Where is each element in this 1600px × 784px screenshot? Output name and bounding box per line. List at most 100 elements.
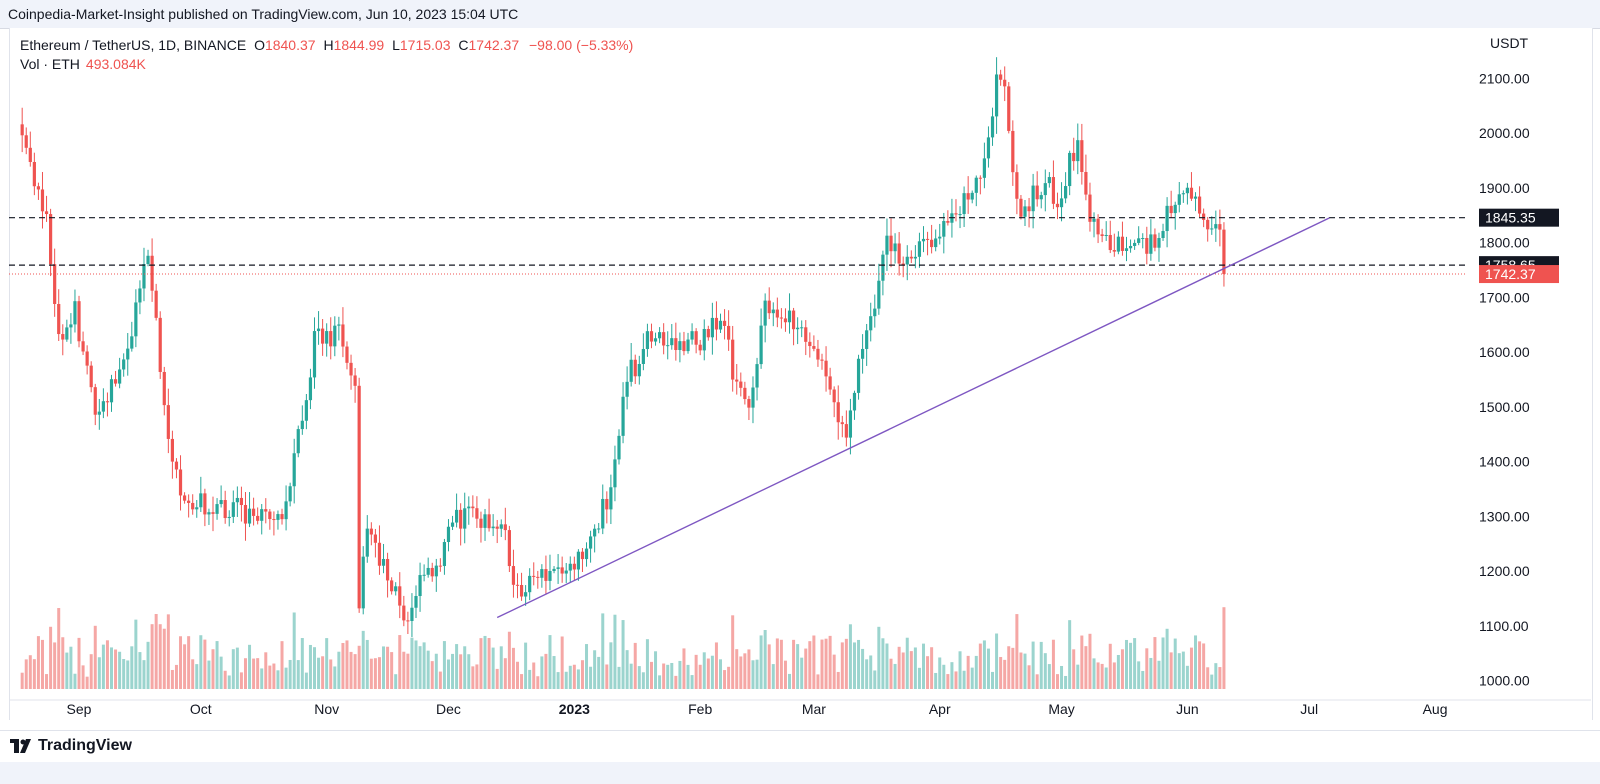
candle-body [316,328,321,332]
candle-body [373,534,377,543]
candle-body [893,243,897,252]
candle-body [747,399,751,408]
symbol-label[interactable]: Ethereum / TetherUS, 1D, BINANCE [20,37,247,53]
volume-bar [227,675,231,689]
volume-bar [426,650,430,689]
candle-body [1007,86,1011,131]
volume-bar [455,644,459,689]
x-tick-label: Jun [1176,701,1199,717]
volume-bar [32,659,36,689]
y-tick-label: 2100.00 [1479,70,1530,86]
candle-body [503,524,507,531]
y-tick-label: 1400.00 [1479,454,1530,470]
candle-body [666,345,670,347]
price-chart[interactable]: 1000.00 1100.00 1200.00 1300.00 1400.00 1500.… [9,28,1591,720]
candle-body [804,327,808,342]
volume-bar [832,654,836,689]
candle-body [479,518,483,528]
candle-body [917,241,922,257]
candle-body [252,508,256,516]
candle-body [467,506,471,509]
volume-bar [1076,664,1080,689]
tradingview-logo[interactable]: TradingView [10,737,132,755]
candle-body [406,620,410,622]
volume-bar [1194,635,1198,689]
candle-body [361,556,365,609]
candle-body [93,387,97,415]
volume-bar [179,636,183,689]
volume-bar [1080,635,1084,689]
volume-bar [296,660,300,689]
volume-bar [735,649,739,689]
volume-bar [292,612,296,689]
candle-body [292,453,296,487]
volume-bar [1116,654,1120,689]
candle-body [134,302,138,337]
volume-bar [1125,639,1128,689]
candle-body [1112,250,1116,252]
candle-body [617,435,621,460]
candle-body [881,254,885,281]
candle-body [706,328,710,338]
volume-bar [174,664,178,689]
candle-body [844,424,848,438]
volume-bar [170,669,174,689]
volume-bar [1161,637,1165,689]
candle-body [126,348,130,360]
candle-body [256,515,260,521]
candle-body [195,507,199,510]
candle-body [1173,204,1177,214]
volume-bar [1047,664,1051,689]
candle-body [1165,205,1169,232]
volume-bar [816,674,820,689]
candle-body [869,316,873,331]
candle-body [487,514,491,529]
candle-body [49,214,53,265]
volume-bar [357,645,361,689]
volume-bar [438,671,442,689]
volume-bar [629,663,633,689]
volume-bar [771,664,775,689]
candle-body [304,400,308,421]
candle-body [1011,130,1015,173]
candle-body [954,213,958,215]
candle-body [1161,231,1165,239]
candle-body [1128,245,1133,249]
volume-bar [694,654,698,689]
volume-bar [605,664,609,689]
candle-body [556,567,560,569]
volume-bar [260,668,264,689]
volume-bar [308,644,312,689]
volume-bar [601,613,605,689]
volume-bar [820,639,824,689]
candle-body [426,567,430,575]
volume-bar [118,651,122,689]
candle-body [1202,213,1206,220]
brand-name: TradingView [38,737,132,754]
candle-body [812,346,816,349]
volume-bar [24,659,28,689]
volume-bar [329,659,333,689]
volume-bar [548,635,552,689]
volume-bar [690,675,694,689]
candle-body [142,264,146,289]
volume-bar [751,660,755,689]
trend-line [496,217,1330,619]
volume-bar [418,646,422,689]
candle-body [1084,171,1088,195]
volume-bar [1198,641,1202,689]
volume-bar [1157,660,1161,689]
volume-bar [1027,665,1031,689]
candle-body [548,570,552,581]
y-tick-label: 1500.00 [1479,399,1530,415]
volume-bar [36,636,40,689]
volume-bar [1177,653,1181,689]
volume-bar [349,651,353,689]
x-tick-label: Mar [802,701,826,717]
volume-bar [1210,674,1214,689]
volume-bar [154,614,158,689]
candle-body [81,341,85,352]
candle-body [938,236,942,239]
volume-bar [1015,614,1019,689]
volume-bar [162,628,166,689]
